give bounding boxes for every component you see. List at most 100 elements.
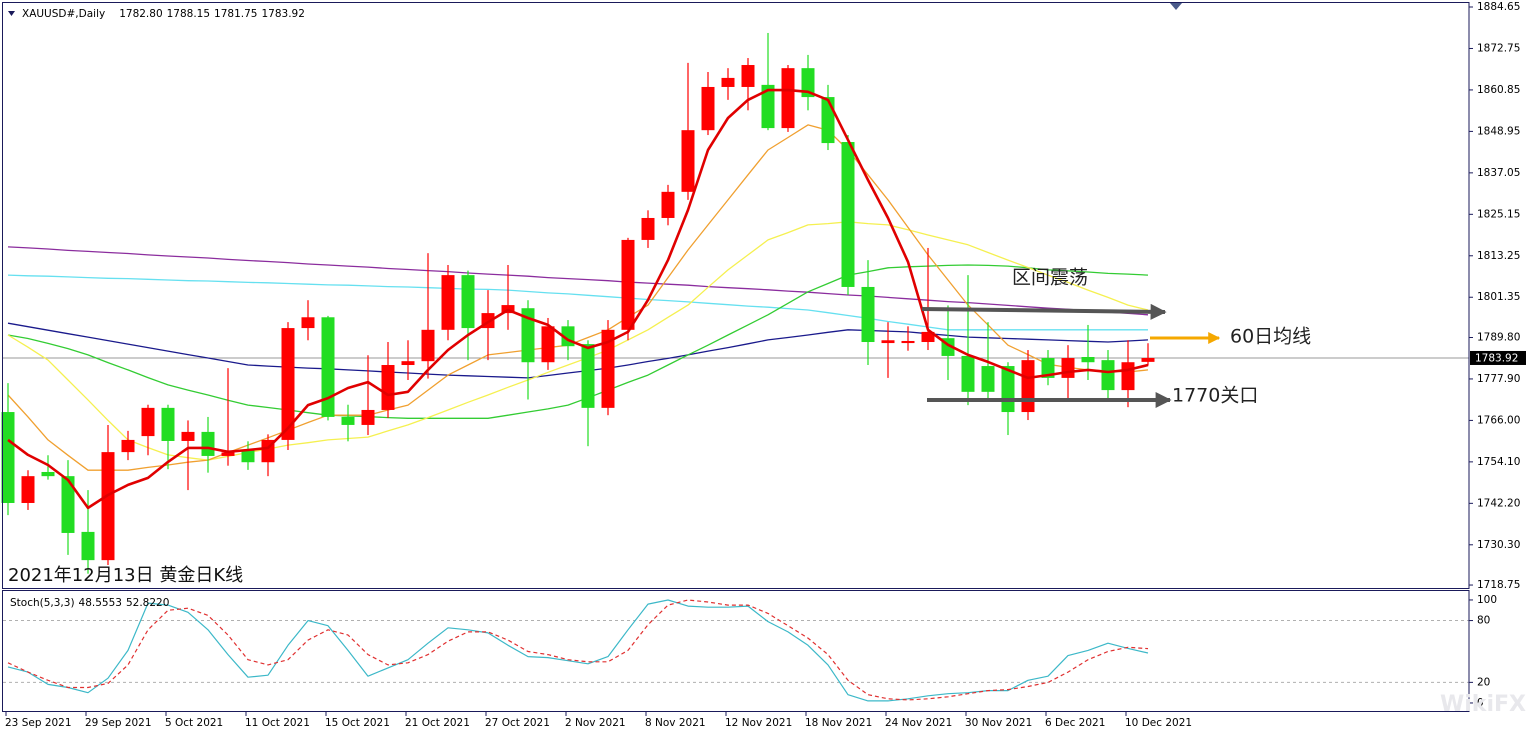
candle-body	[401, 361, 415, 366]
x-tick-label: 30 Nov 2021	[965, 717, 1032, 729]
y-tick-label: 1837.05	[1477, 167, 1520, 179]
candle-body	[341, 416, 355, 425]
candle-body	[1061, 358, 1075, 378]
candle-body	[661, 191, 675, 218]
y-tick-label: 1777.90	[1477, 373, 1520, 385]
x-tick-label: 5 Oct 2021	[165, 717, 223, 729]
x-tick-label: 29 Sep 2021	[85, 717, 152, 729]
line-series	[7, 322, 1149, 379]
candle-body	[321, 317, 335, 417]
y-tick-label: 1848.95	[1477, 125, 1520, 137]
candle-body	[601, 329, 615, 408]
candle-body	[41, 471, 55, 477]
y-tick-label: 1754.10	[1477, 456, 1520, 468]
annotation: 1770关口	[1172, 385, 1258, 407]
candle-body	[241, 450, 255, 463]
candle-body	[741, 65, 755, 87]
y-tick-label: 80	[1477, 615, 1490, 627]
y-tick-label: 1860.85	[1477, 84, 1520, 96]
stoch-d-value: 52.8220	[126, 597, 169, 609]
x-tick-label: 10 Dec 2021	[1125, 717, 1192, 729]
x-tick-label: 24 Nov 2021	[885, 717, 952, 729]
stoch-panel: 100 80 20 0	[3, 594, 1497, 709]
annotation: 区间震荡	[1012, 267, 1088, 289]
menu-marker	[8, 11, 15, 16]
x-tick-label: 15 Oct 2021	[325, 717, 390, 729]
candle-body	[781, 68, 795, 129]
candle-body	[1, 412, 15, 503]
ohlc-high: 1788.15	[167, 8, 210, 20]
price-header: XAUUSD#,Daily 1782.80 1788.15 1781.75 1783.9…	[22, 8, 305, 20]
candle-body	[621, 239, 635, 330]
candle-body	[81, 531, 95, 561]
candle-body	[161, 407, 175, 441]
candle-body	[441, 275, 455, 330]
line-series	[7, 246, 1149, 316]
candle-body	[221, 452, 235, 456]
stoch-frame	[2, 590, 1470, 712]
candle-body	[721, 77, 735, 87]
stoch-k-value: 48.5553	[79, 597, 122, 609]
candle-body	[61, 476, 75, 533]
x-tick-label: 8 Nov 2021	[645, 717, 706, 729]
y-tick-label: 0	[1477, 697, 1484, 709]
candle-body	[121, 439, 135, 453]
candle-body	[361, 409, 375, 425]
candle-body	[921, 331, 935, 343]
ohlc-low: 1781.75	[214, 8, 257, 20]
candle-body	[141, 407, 155, 437]
last-price-box	[1470, 350, 1526, 365]
candle-body	[801, 68, 815, 98]
annotation: 60日均线	[1230, 326, 1311, 348]
candle-body	[541, 326, 555, 363]
candle-body	[1141, 357, 1155, 362]
candle-body	[521, 308, 535, 363]
y-tick-label: 100	[1477, 594, 1497, 606]
y-tick-label: 20	[1477, 676, 1490, 688]
candle-body	[101, 452, 115, 561]
y-tick-label: 1884.65	[1477, 1, 1520, 13]
ohlc-close: 1783.92	[261, 8, 304, 20]
candle-body	[841, 142, 855, 287]
caption: 2021年12月13日 黄金日K线	[8, 565, 243, 586]
x-tick-label: 11 Oct 2021	[245, 717, 310, 729]
watermark: WikiFX	[1440, 692, 1526, 717]
x-tick-label: 6 Dec 2021	[1045, 717, 1105, 729]
price-panel: 1884.65 1872.75 1860.85 1848.95 1837.05 1825.…	[1, 1, 1526, 591]
y-tick-label: 1742.20	[1477, 497, 1520, 509]
range-arrow	[921, 303, 1167, 320]
candle-body	[981, 366, 995, 392]
y-tick-label: 1766.00	[1477, 414, 1520, 426]
candle-body	[861, 286, 875, 343]
shift-marker	[1170, 3, 1182, 10]
candle-body	[461, 275, 475, 329]
x-tick-label: 23 Sep 2021	[5, 717, 72, 729]
price-frame	[2, 2, 1470, 589]
x-tick-label: 12 Nov 2021	[725, 717, 792, 729]
y-tick-label: 1730.30	[1477, 539, 1520, 551]
candle-body	[421, 329, 435, 362]
candle-body	[381, 365, 395, 410]
line-series	[7, 88, 1149, 510]
y-tick-label: 1813.25	[1477, 250, 1520, 262]
line-series	[7, 599, 1149, 701]
candle-body	[301, 317, 315, 329]
candle-body	[1101, 360, 1115, 391]
line-series	[7, 274, 1148, 331]
y-tick-label: 1872.75	[1477, 42, 1520, 54]
x-tick-label: 21 Oct 2021	[405, 717, 470, 729]
candle-body	[1081, 356, 1095, 363]
candle-body	[961, 355, 975, 392]
line-series	[7, 124, 1149, 471]
x-tick-label: 18 Nov 2021	[805, 717, 872, 729]
x-tick-label: 2 Nov 2021	[565, 717, 626, 729]
candle-body	[181, 431, 195, 441]
y-tick-label: 1789.80	[1477, 331, 1520, 343]
x-tick-label: 27 Oct 2021	[485, 717, 550, 729]
last-price-label: 1783.92	[1475, 352, 1518, 364]
y-tick-label: 1718.75	[1477, 579, 1520, 591]
stoch-name: Stoch(5,3,3)	[10, 597, 75, 609]
candle-body	[1121, 362, 1135, 391]
